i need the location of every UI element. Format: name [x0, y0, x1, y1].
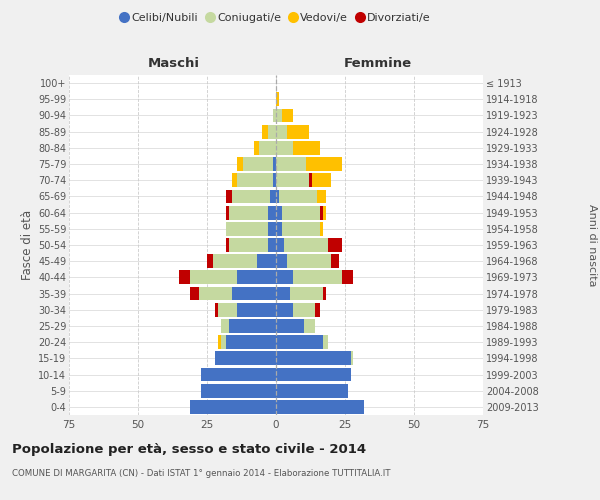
Bar: [293, 303, 314, 316]
Bar: [273, 174, 276, 187]
Bar: [276, 384, 348, 398]
Bar: [202, 384, 276, 398]
Bar: [179, 270, 190, 284]
Text: COMUNE DI MARGARITA (CN) - Dati ISTAT 1° gennaio 2014 - Elaborazione TUTTITALIA.: COMUNE DI MARGARITA (CN) - Dati ISTAT 1°…: [12, 468, 391, 477]
Bar: [309, 174, 331, 187]
Bar: [331, 254, 340, 268]
Bar: [276, 368, 350, 382]
Bar: [238, 303, 276, 316]
Bar: [276, 222, 281, 235]
Bar: [273, 108, 276, 122]
Bar: [190, 286, 199, 300]
Bar: [281, 222, 320, 235]
Bar: [314, 303, 320, 316]
Bar: [202, 368, 276, 382]
Bar: [323, 286, 326, 300]
Text: Maschi: Maschi: [148, 57, 200, 70]
Bar: [287, 254, 331, 268]
Bar: [221, 336, 226, 349]
Bar: [268, 222, 276, 235]
Bar: [212, 254, 257, 268]
Bar: [276, 319, 304, 333]
Text: Anni di nascita: Anni di nascita: [587, 204, 597, 286]
Bar: [276, 174, 309, 187]
Bar: [268, 125, 276, 138]
Bar: [307, 157, 342, 171]
Bar: [232, 286, 276, 300]
Bar: [276, 286, 290, 300]
Bar: [276, 190, 279, 203]
Bar: [293, 141, 320, 154]
Bar: [276, 336, 323, 349]
Bar: [276, 141, 293, 154]
Bar: [268, 238, 276, 252]
Bar: [221, 319, 229, 333]
Text: Popolazione per età, sesso e stato civile - 2014: Popolazione per età, sesso e stato civil…: [12, 442, 366, 456]
Bar: [320, 222, 323, 235]
Bar: [190, 270, 238, 284]
Bar: [320, 206, 323, 220]
Bar: [276, 400, 364, 414]
Bar: [268, 206, 276, 220]
Bar: [284, 238, 328, 252]
Bar: [293, 270, 342, 284]
Bar: [328, 238, 342, 252]
Bar: [226, 336, 276, 349]
Bar: [287, 125, 309, 138]
Bar: [276, 92, 279, 106]
Bar: [317, 190, 326, 203]
Bar: [238, 157, 243, 171]
Bar: [276, 206, 281, 220]
Bar: [281, 206, 320, 220]
Bar: [281, 108, 293, 122]
Bar: [207, 254, 212, 268]
Bar: [273, 157, 276, 171]
Bar: [226, 190, 232, 203]
Bar: [279, 190, 317, 203]
Bar: [232, 190, 271, 203]
Bar: [276, 157, 307, 171]
Bar: [259, 141, 276, 154]
Bar: [257, 254, 276, 268]
Bar: [229, 238, 268, 252]
Bar: [229, 206, 268, 220]
Bar: [226, 238, 229, 252]
Bar: [262, 125, 268, 138]
Text: Femmine: Femmine: [344, 57, 412, 70]
Bar: [199, 286, 232, 300]
Bar: [276, 125, 287, 138]
Bar: [190, 400, 276, 414]
Bar: [238, 174, 273, 187]
Bar: [304, 319, 314, 333]
Bar: [232, 174, 238, 187]
Bar: [226, 206, 229, 220]
Bar: [323, 336, 328, 349]
Bar: [226, 206, 229, 220]
Bar: [276, 270, 293, 284]
Bar: [309, 174, 312, 187]
Bar: [290, 286, 323, 300]
Bar: [276, 254, 287, 268]
Bar: [226, 222, 268, 235]
Bar: [276, 352, 350, 365]
Legend: Celibi/Nubili, Coniugati/e, Vedovi/e, Divorziati/e: Celibi/Nubili, Coniugati/e, Vedovi/e, Di…: [117, 8, 435, 28]
Bar: [218, 303, 238, 316]
Y-axis label: Fasce di età: Fasce di età: [20, 210, 34, 280]
Bar: [276, 303, 293, 316]
Bar: [229, 319, 276, 333]
Bar: [243, 157, 273, 171]
Bar: [350, 352, 353, 365]
Bar: [320, 206, 326, 220]
Bar: [254, 141, 259, 154]
Bar: [271, 190, 276, 203]
Bar: [215, 303, 218, 316]
Bar: [276, 238, 284, 252]
Bar: [218, 336, 221, 349]
Bar: [276, 108, 281, 122]
Bar: [238, 270, 276, 284]
Bar: [215, 352, 276, 365]
Bar: [342, 270, 353, 284]
